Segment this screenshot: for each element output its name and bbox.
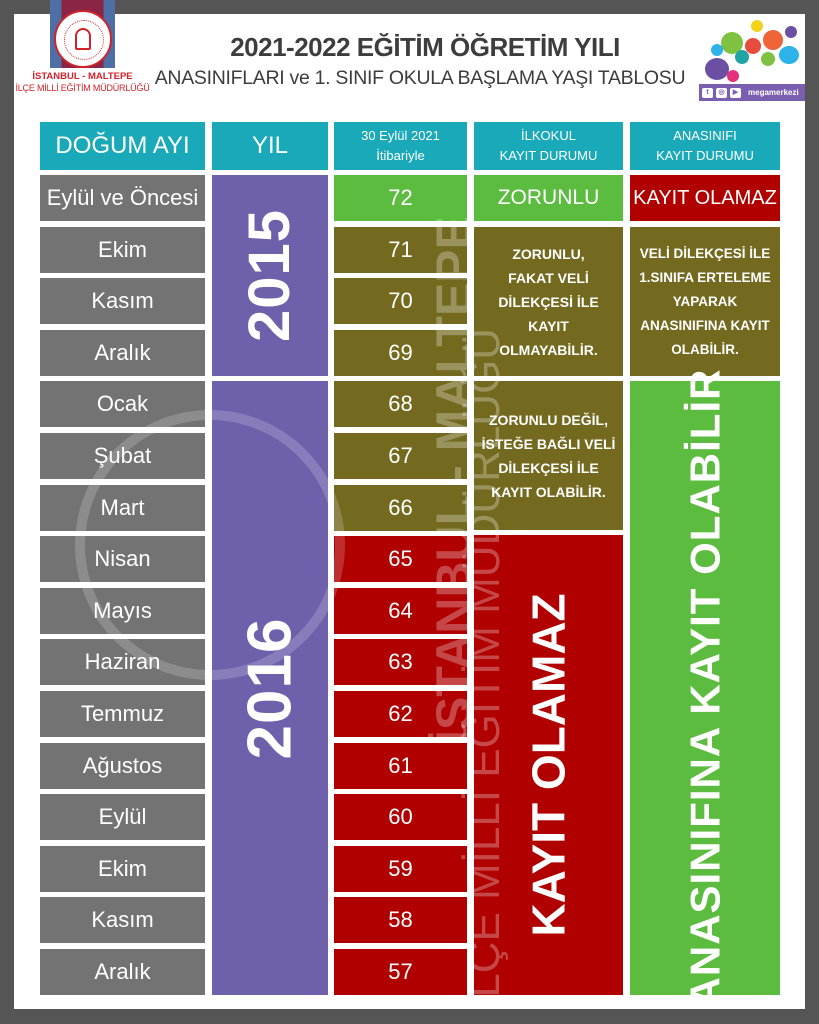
text-line: ANASINIFINA KAYIT	[640, 317, 770, 333]
col-header-preschool: ANASINIFI KAYIT DURUMU	[630, 122, 780, 170]
page-title: 2021-2022 EĞİTİM ÖĞRETİM YILI	[230, 32, 620, 62]
birth-month-cell: Temmuz	[40, 691, 205, 737]
birth-month-cell: Kasım	[40, 897, 205, 943]
social-bar: t ◎ ▶ megamerkezi	[699, 84, 805, 101]
birth-month-cell: Ekim	[40, 846, 205, 892]
age-months-cell: 57	[334, 949, 467, 995]
text-line: İSTEĞE BAĞLI VELİ	[481, 435, 616, 452]
age-months-cell: 69	[334, 330, 467, 376]
age-months-cell: 61	[334, 743, 467, 789]
age-months-cell: 70	[334, 278, 467, 324]
birth-month-cell: Eylül	[40, 794, 205, 840]
age-months-cell: 68	[334, 381, 467, 427]
age-months-cell: 63	[334, 639, 467, 685]
text-line: DİLEKÇESİ İLE	[498, 293, 599, 310]
preschool-status-deferral: VELİ DİLEKÇESİ İLE 1.SINIFA ERTELEME YAP…	[630, 227, 780, 376]
birth-month-cell: Ağustos	[40, 743, 205, 789]
youtube-icon[interactable]: ▶	[730, 87, 741, 98]
year-block-2015: 2015	[212, 175, 328, 376]
col-header-age-line1: 30 Eylül 2021	[361, 128, 440, 143]
primary-status-cannot: KAYIT OLAMAZ	[474, 535, 623, 995]
birth-month-cell: Ocak	[40, 381, 205, 427]
birth-month-cell: Aralık	[40, 949, 205, 995]
instagram-icon[interactable]: ◎	[716, 87, 727, 98]
col-header-birth-month: DOĞUM AYI	[40, 122, 205, 170]
text-line: FAKAT VELİ	[508, 269, 589, 286]
age-months-cell: 60	[334, 794, 467, 840]
text-line: VELİ DİLEKÇESİ İLE	[639, 245, 771, 261]
org-line-1: İSTANBUL - MALTEPE	[32, 71, 133, 82]
brand-handle[interactable]: megamerkezi	[748, 88, 799, 97]
age-months-cell: 59	[334, 846, 467, 892]
age-months-cell: 71	[334, 227, 467, 273]
preschool-status-cannot: KAYIT OLAMAZ	[630, 175, 780, 221]
col-header-primary-line1: İLKOKUL	[521, 128, 576, 143]
ministry-seal-icon	[54, 10, 112, 68]
birth-month-cell: Ekim	[40, 227, 205, 273]
text-line: KAYIT OLABİLİR.	[491, 483, 606, 500]
year-2016: 2016	[235, 617, 305, 759]
page-subtitle: ANASINIFLARI ve 1. SINIF OKULA BAŞLAMA Y…	[154, 67, 686, 89]
birth-month-cell: Eylül ve Öncesi	[40, 175, 205, 221]
age-months-cell: 67	[334, 433, 467, 479]
primary-status-mandatory-optional: ZORUNLU, FAKAT VELİ DİLEKÇESİ İLE KAYIT …	[474, 227, 623, 376]
year-2015: 2015	[237, 208, 303, 343]
col-header-year: YIL	[212, 122, 328, 170]
birth-month-cell: Şubat	[40, 433, 205, 479]
col-header-primary-line2: KAYIT DURUMU	[499, 148, 598, 163]
birth-month-cell: Mayıs	[40, 588, 205, 634]
text-line: YAPARAK	[672, 293, 738, 309]
age-months-cell: 66	[334, 485, 467, 531]
text-line: KAYIT	[528, 317, 569, 334]
text-line: OLMAYABİLİR.	[499, 341, 598, 358]
birth-month-cell: Haziran	[40, 639, 205, 685]
col-header-preschool-line1: ANASINIFI	[673, 128, 737, 143]
text-line: ZORUNLU DEĞİL,	[489, 411, 608, 428]
birth-month-cell: Mart	[40, 485, 205, 531]
twitter-icon[interactable]: t	[702, 87, 713, 98]
text-line: OLABİLİR.	[671, 341, 739, 357]
age-months-cell: 64	[334, 588, 467, 634]
primary-cannot-text: KAYIT OLAMAZ	[522, 593, 575, 937]
age-months-cell: 65	[334, 536, 467, 582]
col-header-primary: İLKOKUL KAYIT DURUMU	[474, 122, 623, 170]
birth-month-cell: Aralık	[40, 330, 205, 376]
col-header-preschool-line2: KAYIT DURUMU	[656, 148, 754, 163]
col-header-age-line2: İtibariyle	[376, 148, 425, 163]
primary-status-optional: ZORUNLU DEĞİL, İSTEĞE BAĞLI VELİ DİLEKÇE…	[474, 381, 623, 530]
birth-month-cell: Nisan	[40, 536, 205, 582]
org-line-2: İLÇE MİLLİ EĞİTİM MÜDÜRLÜĞÜ	[15, 83, 150, 93]
age-months-cell: 58	[334, 897, 467, 943]
preschool-can-text: ANASINIFINA KAYIT OLABİLİR	[681, 368, 728, 1008]
age-months-cell: 72	[334, 175, 467, 221]
age-months-cell: 62	[334, 691, 467, 737]
year-block-2016: 2016	[212, 381, 328, 995]
col-header-age: 30 Eylül 2021 İtibariyle	[334, 122, 467, 170]
text-line: 1.SINIFA ERTELEME	[639, 269, 771, 285]
preschool-status-can: ANASINIFINA KAYIT OLABİLİR	[630, 369, 780, 1007]
megamerkezi-logo: t ◎ ▶ megamerkezi	[699, 20, 805, 102]
birth-month-cell: Kasım	[40, 278, 205, 324]
text-line: ZORUNLU,	[512, 245, 585, 262]
text-line: DİLEKÇESİ İLE	[498, 459, 599, 476]
primary-status-mandatory: ZORUNLU	[474, 175, 623, 221]
